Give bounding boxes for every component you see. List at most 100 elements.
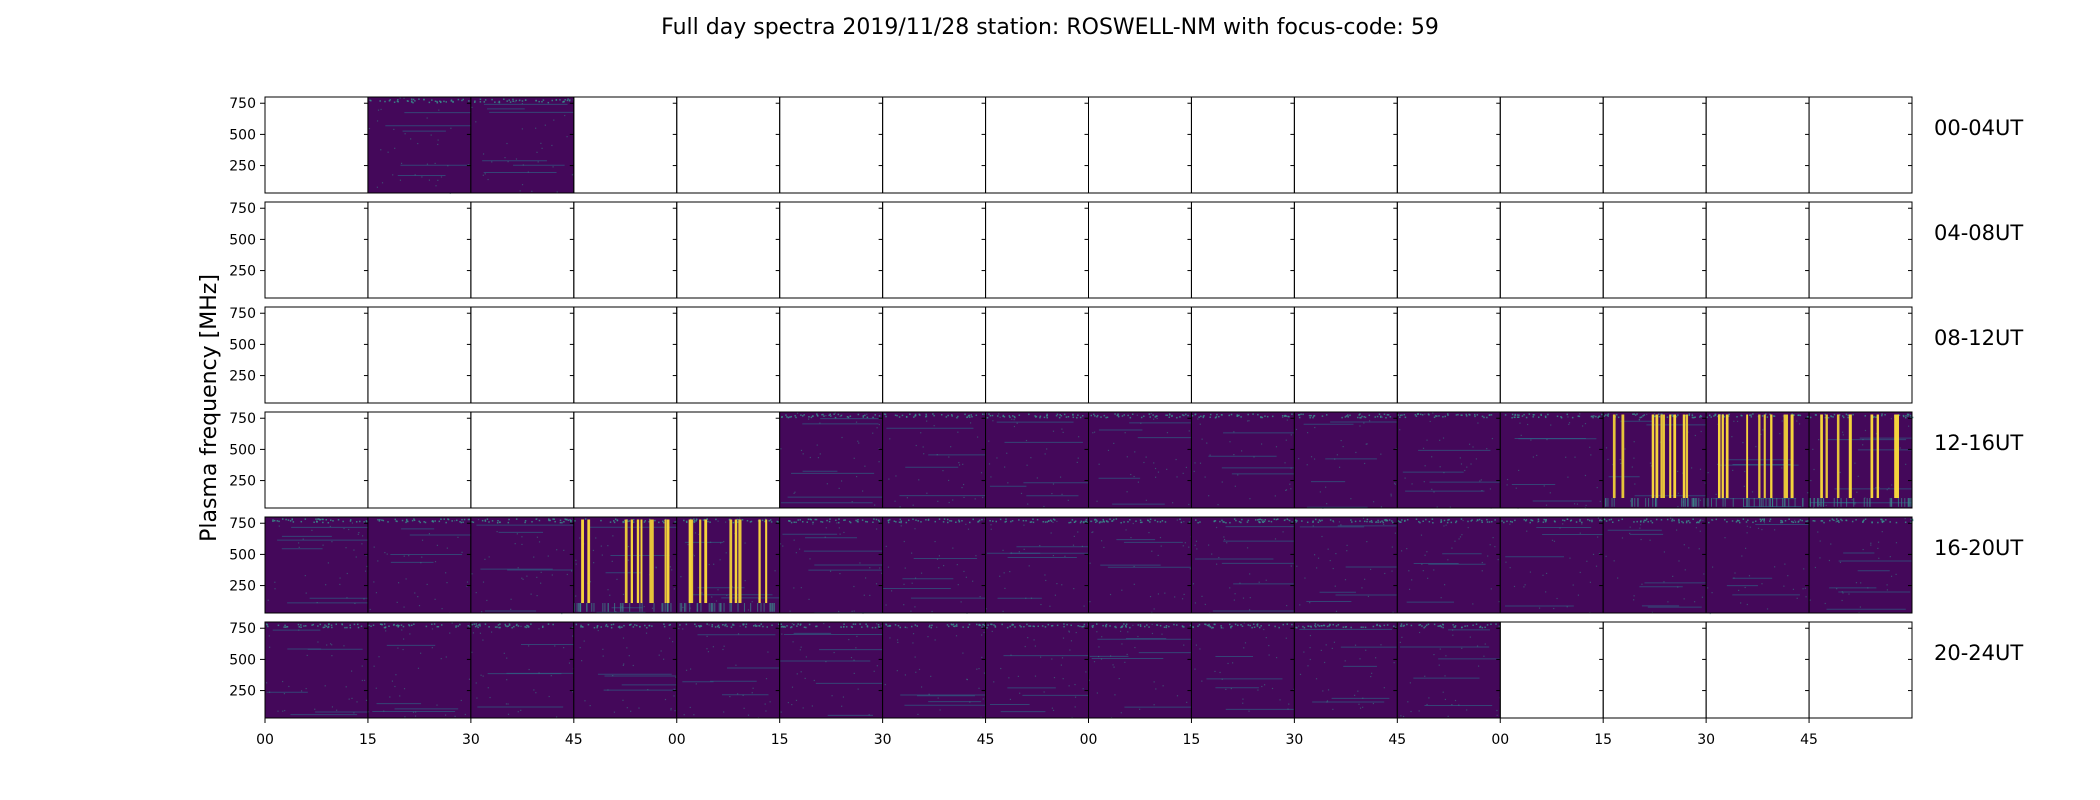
speckle — [853, 457, 855, 459]
speckle — [1601, 413, 1603, 416]
speckle — [1829, 519, 1831, 522]
speckle — [671, 641, 674, 643]
spectra-panel — [1602, 306, 1707, 404]
speckle — [1563, 519, 1566, 522]
speckle — [712, 646, 714, 648]
speckle — [380, 108, 382, 111]
speckle — [452, 100, 454, 103]
speckle — [1076, 416, 1078, 419]
speckle — [1089, 562, 1091, 564]
speckle — [1059, 414, 1061, 416]
speckle — [877, 519, 880, 522]
burst-tail — [578, 603, 580, 612]
speckle — [847, 416, 850, 419]
speckle — [1207, 544, 1210, 546]
speckle — [907, 519, 910, 521]
speckle — [914, 577, 917, 579]
burst-tail — [1813, 498, 1815, 507]
speckle — [780, 448, 782, 450]
speckle — [920, 686, 923, 688]
speckle — [833, 651, 835, 654]
speckle — [1153, 681, 1155, 683]
speckle — [373, 581, 375, 583]
speckle — [1408, 570, 1410, 572]
speckle — [903, 604, 905, 606]
speckle — [930, 675, 932, 677]
burst-tail — [1788, 498, 1790, 507]
speckle — [1429, 420, 1431, 423]
speckle — [512, 98, 514, 101]
speckle — [1696, 521, 1698, 524]
speckle — [1341, 416, 1343, 419]
speckle — [790, 626, 793, 628]
speckle — [1243, 622, 1245, 624]
speckle — [1466, 466, 1468, 468]
speckle — [990, 528, 992, 530]
speckle — [1856, 491, 1858, 493]
speckle — [496, 626, 498, 628]
speckle — [1727, 415, 1730, 417]
speckle — [1171, 415, 1173, 417]
speckle — [1579, 413, 1581, 415]
burst-tail — [743, 603, 745, 612]
speckle — [327, 625, 329, 627]
speckle — [854, 623, 857, 625]
speckle — [778, 623, 780, 626]
speckle — [454, 520, 456, 522]
speckle — [563, 549, 565, 551]
speckle — [828, 626, 831, 628]
speckle — [829, 570, 832, 572]
speckle — [337, 519, 340, 521]
speckle — [1084, 520, 1087, 523]
speckle — [899, 518, 902, 521]
speckle — [441, 624, 443, 626]
speckle — [915, 671, 917, 673]
speckle — [816, 625, 818, 628]
speckle — [1433, 491, 1435, 493]
speckle — [955, 521, 957, 523]
speckle — [1904, 521, 1907, 524]
speckle — [601, 554, 603, 556]
speckle — [471, 651, 473, 653]
speckle — [988, 463, 991, 465]
speckle — [1059, 476, 1062, 478]
speckle — [808, 598, 810, 601]
speckle — [1009, 625, 1011, 628]
speckle — [1841, 599, 1843, 602]
speckle — [711, 596, 713, 598]
speckle — [910, 610, 912, 612]
speckle — [662, 520, 664, 523]
speckle — [329, 643, 332, 645]
speckle — [1273, 518, 1276, 521]
speckle — [300, 690, 303, 692]
speckle — [357, 623, 359, 626]
speckle — [1156, 417, 1158, 420]
speckle — [377, 109, 380, 111]
speckle — [1629, 500, 1632, 502]
speckle — [1029, 521, 1032, 523]
spectrum-image — [882, 517, 986, 613]
speckle — [1163, 626, 1166, 628]
speckle — [472, 521, 475, 524]
speckle — [1248, 609, 1251, 611]
speckle — [1486, 521, 1489, 523]
speckle — [447, 518, 450, 521]
speckle — [1812, 448, 1814, 450]
speckle — [298, 546, 300, 548]
speckle — [811, 705, 813, 707]
speckle — [717, 589, 719, 591]
speckle — [1419, 521, 1421, 524]
speckle — [782, 626, 785, 628]
speckle — [268, 691, 271, 693]
speckle — [1562, 519, 1564, 521]
speckle — [1671, 520, 1673, 522]
speckle — [1643, 414, 1646, 416]
speckle — [1544, 520, 1547, 523]
speckle — [1271, 687, 1274, 690]
speckle — [1390, 493, 1392, 495]
speckle — [430, 134, 432, 136]
speckle — [1168, 416, 1171, 419]
speckle — [1578, 415, 1581, 418]
speckle — [1399, 641, 1401, 644]
speckle — [1589, 446, 1591, 448]
